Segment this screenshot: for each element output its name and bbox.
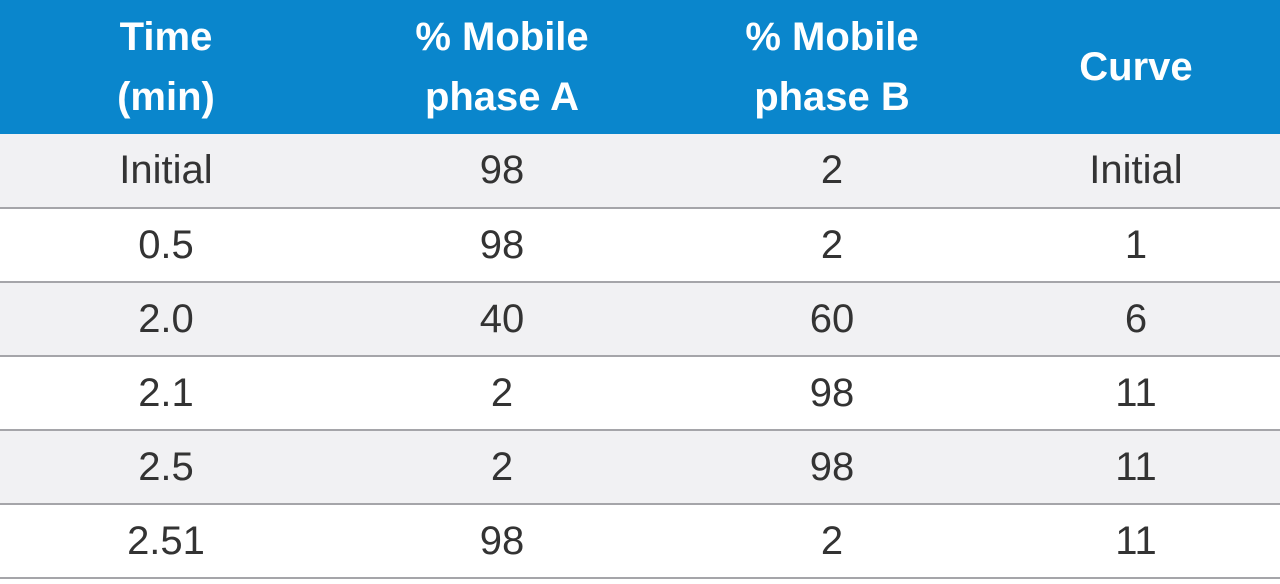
header-mobile-phase-a-line1: % Mobile <box>415 15 589 59</box>
cell-time: 0.5 <box>0 208 332 283</box>
table-header: Time (min) % Mobile phase A % Mobile pha… <box>0 0 1280 134</box>
cell-mobile-phase-b: 98 <box>672 430 992 505</box>
cell-curve: 6 <box>992 282 1280 357</box>
header-time-line1: Time <box>119 15 213 59</box>
cell-mobile-phase-b: 60 <box>672 282 992 357</box>
cell-mobile-phase-a: 98 <box>332 134 672 209</box>
cell-curve: Initial <box>992 134 1280 209</box>
cell-time: 2.5 <box>0 430 332 505</box>
cell-mobile-phase-b: 2 <box>672 208 992 283</box>
header-mobile-phase-b-line2: phase B <box>754 75 910 119</box>
table-row: 0.5 98 2 1 <box>0 208 1280 283</box>
cell-mobile-phase-a: 2 <box>332 356 672 431</box>
cell-time: 2.0 <box>0 282 332 357</box>
cell-curve: 11 <box>992 430 1280 505</box>
cell-mobile-phase-a: 2 <box>332 430 672 505</box>
cell-mobile-phase-b: 2 <box>672 134 992 209</box>
cell-curve: 11 <box>992 356 1280 431</box>
table-row: 2.51 98 2 11 <box>0 504 1280 579</box>
header-mobile-phase-a: % Mobile phase A <box>332 0 672 134</box>
header-row: Time (min) % Mobile phase A % Mobile pha… <box>0 0 1280 134</box>
table-row: 2.1 2 98 11 <box>0 356 1280 431</box>
header-mobile-phase-b-line1: % Mobile <box>745 15 919 59</box>
cell-mobile-phase-b: 98 <box>672 356 992 431</box>
cell-mobile-phase-b: 2 <box>672 504 992 579</box>
header-time-line2: (min) <box>117 75 215 119</box>
cell-curve: 11 <box>992 504 1280 579</box>
cell-mobile-phase-a: 98 <box>332 504 672 579</box>
cell-curve: 1 <box>992 208 1280 283</box>
table-row: Initial 98 2 Initial <box>0 134 1280 209</box>
cell-time: 2.51 <box>0 504 332 579</box>
table-body: Initial 98 2 Initial 0.5 98 2 1 2.0 40 6… <box>0 134 1280 579</box>
cell-time: 2.1 <box>0 356 332 431</box>
table-row: 2.0 40 60 6 <box>0 282 1280 357</box>
cell-mobile-phase-a: 40 <box>332 282 672 357</box>
header-time: Time (min) <box>0 0 332 134</box>
header-curve: Curve <box>992 0 1280 134</box>
header-mobile-phase-b: % Mobile phase B <box>672 0 992 134</box>
header-curve-line1: Curve <box>1079 45 1193 89</box>
table-row: 2.5 2 98 11 <box>0 430 1280 505</box>
header-mobile-phase-a-line2: phase A <box>424 75 580 119</box>
cell-mobile-phase-a: 98 <box>332 208 672 283</box>
cell-time: Initial <box>0 134 332 209</box>
